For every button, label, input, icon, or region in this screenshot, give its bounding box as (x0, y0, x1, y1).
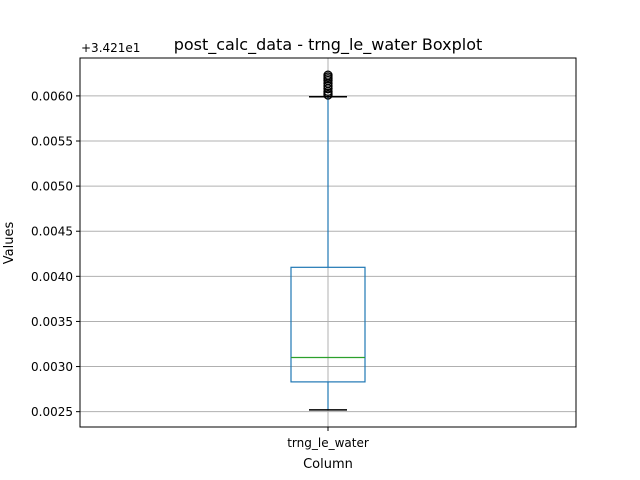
box-trng_le_water (290, 70, 366, 411)
interquartile-box (290, 266, 366, 383)
y-tick-label: 0.0025 (31, 405, 73, 419)
y-tick-label: 0.0050 (31, 180, 73, 194)
y-offset-label: +3.421e1 (81, 41, 140, 55)
chart-title: post_calc_data - trng_le_water Boxplot (174, 35, 483, 55)
x-axis-label: Column (303, 457, 353, 472)
outlier-point (323, 70, 333, 80)
y-tick-label: 0.0060 (31, 89, 73, 103)
y-axis-ticks: 0.0025 0.0030 0.0035 0.0040 0.0045 0.0050 0.00… (31, 89, 80, 419)
x-tick-label: trng_le_water (287, 436, 369, 450)
y-axis-label: Values (2, 222, 17, 265)
y-tick-label: 0.0045 (31, 225, 73, 239)
x-axis-ticks: trng_le_water (287, 427, 369, 450)
y-tick-label: 0.0040 (31, 270, 73, 284)
y-tick-label: 0.0055 (31, 135, 73, 149)
box-layer (290, 70, 366, 411)
y-tick-label: 0.0030 (31, 360, 73, 374)
outlier-point (323, 81, 333, 91)
y-tick-label: 0.0035 (31, 315, 73, 329)
